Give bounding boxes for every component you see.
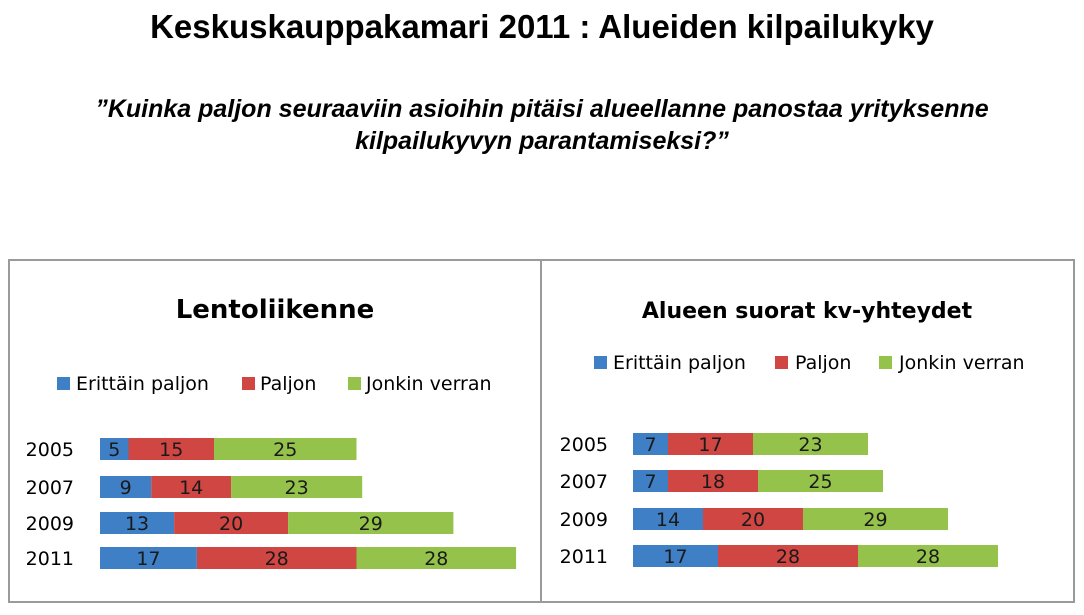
data-label-paljon-2011: 28 xyxy=(265,548,289,570)
data-label-paljon-2009: 20 xyxy=(741,509,765,531)
bar-paljon-2005 xyxy=(668,433,753,455)
chart-kv-yhteydet: Alueen suorat kv-yhteydet Erittäin paljon… xyxy=(560,299,1025,568)
legend-swatch-paljon xyxy=(242,377,255,390)
data-label-jonkin-verran-2011: 28 xyxy=(916,546,940,568)
subtitle-line-2: kilpailukyvyn parantamiseksi?” xyxy=(355,127,729,155)
tick-label-2005: 2005 xyxy=(26,439,74,461)
data-label-jonkin-verran-2005: 23 xyxy=(798,434,822,456)
legend-label-jonkin-verran: Jonkin verran xyxy=(365,373,492,395)
data-label-erittain-paljon-2005: 7 xyxy=(644,434,656,456)
bar-jonkin-verran-2005 xyxy=(753,433,868,455)
data-label-jonkin-verran-2011: 28 xyxy=(424,548,448,570)
bar-jonkin-verran-2011 xyxy=(858,545,998,567)
bar-jonkin-verran-2007 xyxy=(231,476,363,498)
legend-label-jonkin-verran: Jonkin verran xyxy=(898,352,1025,374)
chart-title: Lentoliikenne xyxy=(176,295,375,325)
page-subtitle: ”Kuinka paljon seuraaviin asioihin pitäi… xyxy=(0,93,1084,157)
legend-swatch-jonkin-verran xyxy=(348,377,361,390)
bar-jonkin-verran-2009 xyxy=(803,508,948,530)
bar-erittain-paljon-2007 xyxy=(100,476,152,498)
bar-jonkin-verran-2009 xyxy=(288,512,454,534)
data-label-jonkin-verran-2005: 25 xyxy=(273,439,297,461)
bar-paljon-2011 xyxy=(196,547,357,569)
bar-paljon-2011 xyxy=(718,545,858,567)
data-label-jonkin-verran-2007: 25 xyxy=(808,471,832,493)
tick-label-2009: 2009 xyxy=(26,513,74,535)
bar-paljon-2005 xyxy=(128,438,214,460)
data-label-paljon-2007: 14 xyxy=(179,477,203,499)
tick-label-2007: 2007 xyxy=(26,477,74,499)
data-label-erittain-paljon-2007: 9 xyxy=(120,477,132,499)
bar-paljon-2009 xyxy=(174,512,289,534)
data-label-erittain-paljon-2009: 14 xyxy=(656,509,680,531)
bar-paljon-2009 xyxy=(703,508,803,530)
legend-label-paljon: Paljon xyxy=(260,373,316,395)
data-label-paljon-2007: 18 xyxy=(701,471,725,493)
legend-label-erittain-paljon: Erittäin paljon xyxy=(613,352,746,374)
bar-paljon-2007 xyxy=(668,470,758,492)
tick-label-2007: 2007 xyxy=(560,471,608,493)
data-label-jonkin-verran-2009: 29 xyxy=(863,509,887,531)
data-label-paljon-2005: 15 xyxy=(159,439,183,461)
chart-panel-lentoliikenne: Lentoliikenne Erittäin paljon Paljon Jonkin… xyxy=(8,259,542,603)
bar-jonkin-verran-2005 xyxy=(214,438,357,460)
data-label-paljon-2009: 20 xyxy=(219,513,243,535)
data-label-erittain-paljon-2011: 17 xyxy=(663,546,687,568)
tick-label-2011: 2011 xyxy=(26,548,74,570)
bar-erittain-paljon-2011 xyxy=(100,547,197,569)
legend-label-paljon: Paljon xyxy=(795,352,851,374)
data-label-erittain-paljon-2007: 7 xyxy=(644,471,656,493)
bar-erittain-paljon-2005 xyxy=(100,438,129,460)
chart-title: Alueen suorat kv-yhteydet xyxy=(642,299,973,324)
bar-erittain-paljon-2005 xyxy=(633,433,668,455)
chart-panel-kv-yhteydet: Alueen suorat kv-yhteydet Erittäin paljon… xyxy=(540,259,1075,603)
chart-lentoliikenne: Lentoliikenne Erittäin paljon Paljon Jonkin… xyxy=(26,295,517,570)
bar-erittain-paljon-2009 xyxy=(633,508,703,530)
legend-swatch-erittain-paljon xyxy=(57,377,70,390)
page-title: Keskuskauppakamari 2011 : Alueiden kilpa… xyxy=(150,8,934,45)
legend-label-erittain-paljon: Erittäin paljon xyxy=(76,373,209,395)
bar-erittain-paljon-2009 xyxy=(100,512,175,534)
data-label-erittain-paljon-2005: 5 xyxy=(108,439,120,461)
bar-paljon-2007 xyxy=(151,476,232,498)
tick-label-2011: 2011 xyxy=(560,546,608,568)
bar-erittain-paljon-2007 xyxy=(633,470,668,492)
bar-erittain-paljon-2011 xyxy=(633,545,718,567)
tick-label-2009: 2009 xyxy=(560,509,608,531)
legend-swatch-jonkin-verran xyxy=(879,356,892,369)
data-label-erittain-paljon-2011: 17 xyxy=(136,548,160,570)
legend-swatch-paljon xyxy=(775,356,788,369)
data-label-paljon-2011: 28 xyxy=(776,546,800,568)
data-label-paljon-2005: 17 xyxy=(698,434,722,456)
legend-swatch-erittain-paljon xyxy=(594,356,607,369)
bar-jonkin-verran-2007 xyxy=(758,470,883,492)
data-label-erittain-paljon-2009: 13 xyxy=(125,513,149,535)
data-label-jonkin-verran-2009: 29 xyxy=(359,513,383,535)
tick-label-2005: 2005 xyxy=(560,434,608,456)
bar-jonkin-verran-2011 xyxy=(356,547,517,569)
data-label-jonkin-verran-2007: 23 xyxy=(285,477,309,499)
subtitle-line-1: ”Kuinka paljon seuraaviin asioihin pitäi… xyxy=(95,95,989,123)
